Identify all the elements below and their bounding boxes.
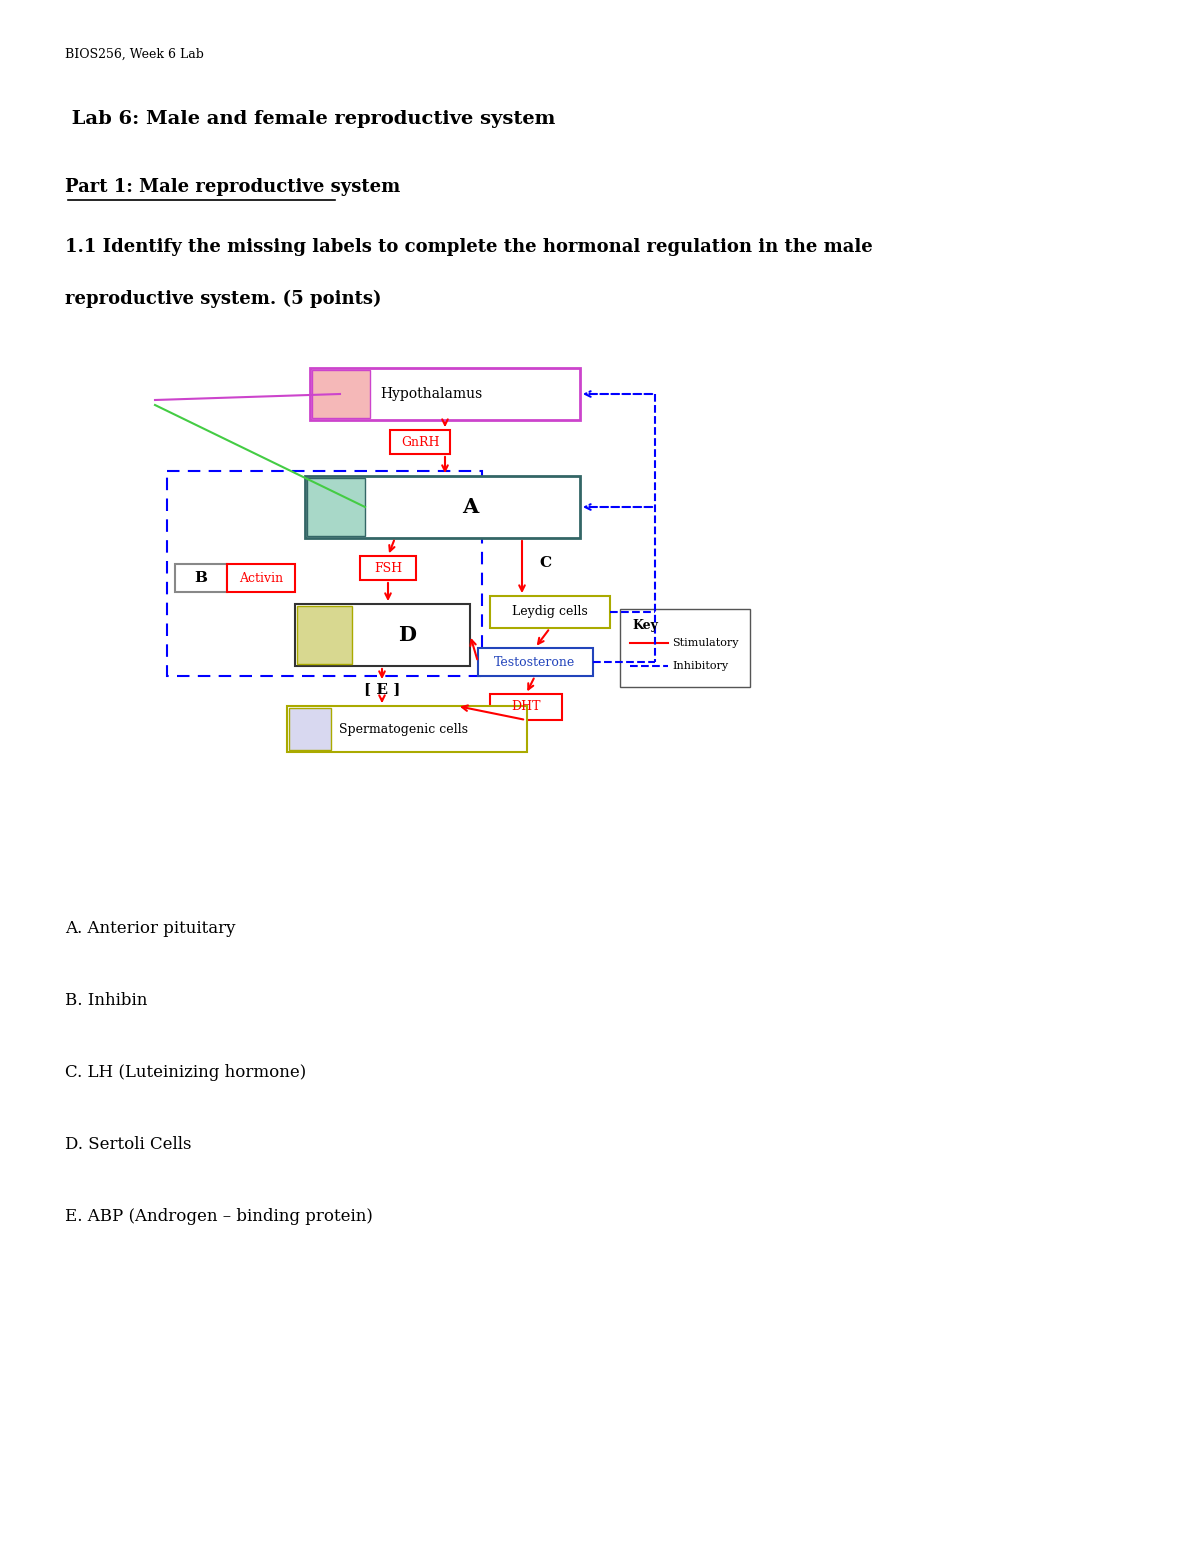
Text: GnRH: GnRH <box>401 435 439 449</box>
Text: reproductive system. (5 points): reproductive system. (5 points) <box>65 290 382 307</box>
Text: D: D <box>398 624 416 644</box>
Text: Activin: Activin <box>239 572 283 584</box>
Text: C. LH (Luteinizing hormone): C. LH (Luteinizing hormone) <box>65 1064 306 1081</box>
Bar <box>360 556 416 579</box>
Text: Lab 6: Male and female reproductive system: Lab 6: Male and female reproductive syst… <box>65 110 556 127</box>
Text: A: A <box>462 497 478 517</box>
Bar <box>307 478 365 536</box>
Text: Key: Key <box>632 620 658 632</box>
Bar <box>175 564 227 592</box>
Text: 1.1 Identify the missing labels to complete the hormonal regulation in the male: 1.1 Identify the missing labels to compl… <box>65 238 872 256</box>
Text: [ E ]: [ E ] <box>364 682 400 696</box>
Bar <box>305 477 580 537</box>
Text: DHT: DHT <box>511 700 541 713</box>
Bar <box>478 648 593 676</box>
Bar <box>312 370 370 418</box>
Bar <box>295 604 470 666</box>
Text: Hypothalamus: Hypothalamus <box>380 387 482 401</box>
Text: Inhibitory: Inhibitory <box>672 662 728 671</box>
Text: Part 1: Male reproductive system: Part 1: Male reproductive system <box>65 179 401 196</box>
Text: Stimulatory: Stimulatory <box>672 638 738 648</box>
Bar <box>310 368 580 419</box>
Bar <box>287 707 527 752</box>
Bar <box>390 430 450 453</box>
Bar <box>227 564 295 592</box>
Text: B: B <box>194 572 208 585</box>
Text: D. Sertoli Cells: D. Sertoli Cells <box>65 1135 192 1152</box>
Bar <box>490 694 562 721</box>
Text: Spermatogenic cells: Spermatogenic cells <box>340 722 468 736</box>
Text: B. Inhibin: B. Inhibin <box>65 992 148 1009</box>
Bar <box>289 708 331 750</box>
Bar <box>490 596 610 627</box>
Text: A. Anterior pituitary: A. Anterior pituitary <box>65 919 235 936</box>
Text: C: C <box>539 556 551 570</box>
Text: E. ABP (Androgen – binding protein): E. ABP (Androgen – binding protein) <box>65 1208 373 1225</box>
Text: Leydig cells: Leydig cells <box>512 606 588 618</box>
Text: Testosterone: Testosterone <box>494 655 576 668</box>
Bar <box>298 606 352 665</box>
Text: FSH: FSH <box>374 562 402 575</box>
Text: BIOS256, Week 6 Lab: BIOS256, Week 6 Lab <box>65 48 204 61</box>
Bar <box>167 471 482 676</box>
Bar <box>620 609 750 686</box>
